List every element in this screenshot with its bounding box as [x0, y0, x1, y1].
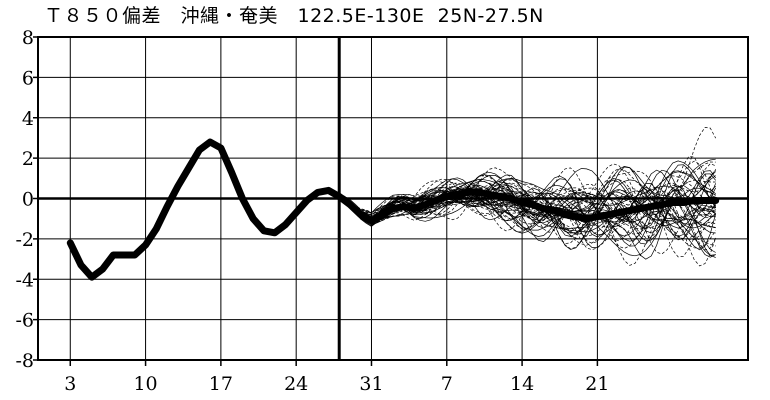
series-lines [66, 138, 720, 281]
x-tick-label: 10 [133, 373, 157, 395]
ensemble-member-line [338, 194, 716, 221]
y-tick-label: 6 [22, 67, 34, 89]
x-tick-label: 31 [359, 373, 383, 395]
ensemble-member-line [338, 182, 717, 267]
grid-lines [38, 37, 748, 360]
axes [33, 36, 749, 366]
x-tick-label: 7 [441, 373, 453, 395]
y-tick-label: -4 [15, 269, 34, 291]
observed-line [66, 138, 343, 281]
x-tick-label: 21 [585, 373, 609, 395]
ensemble-member-line [338, 168, 717, 241]
y-tick-label: 4 [22, 108, 34, 130]
y-tick-label: -2 [15, 229, 34, 251]
y-tick-label: -6 [15, 310, 34, 332]
x-tick-label: 14 [510, 373, 534, 395]
chart-title: Ｔ８５０偏差 沖縄・奄美 122.5E-130E 25N-27.5N [44, 5, 544, 27]
x-tick-label: 17 [209, 373, 233, 395]
y-tick-label: 2 [22, 148, 34, 170]
ensemble-member-line [339, 178, 717, 260]
ensemble-member-line [338, 169, 716, 235]
x-tick-label: 3 [64, 373, 76, 395]
ensemble-member-line [338, 173, 716, 237]
ensemble-member-line [338, 161, 716, 246]
y-tick-label: 0 [22, 189, 34, 211]
ensemble-member-line [338, 179, 716, 255]
plot-frame [37, 36, 749, 361]
ensemble-mean-line [335, 188, 720, 225]
x-tick-label: 24 [284, 373, 308, 395]
ensemble-member-line [338, 192, 716, 242]
ensemble-member-line [338, 127, 717, 266]
y-tick-label: -8 [15, 350, 34, 372]
y-tick-label: 8 [22, 27, 34, 49]
ensemble-members [338, 127, 717, 267]
